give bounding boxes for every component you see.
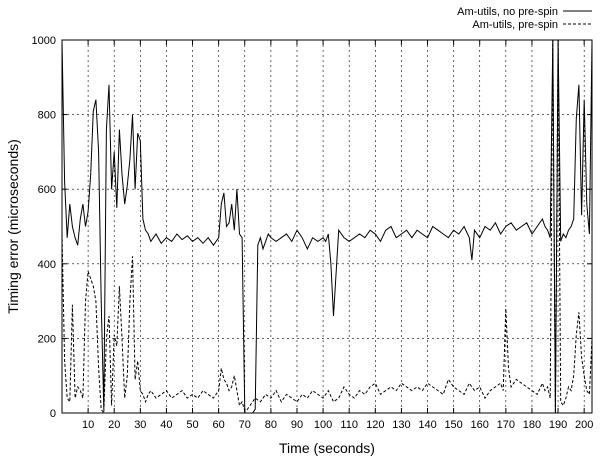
x-tick-label: 150 <box>444 419 462 431</box>
x-tick-label: 190 <box>549 419 567 431</box>
x-tick-label: 140 <box>418 419 436 431</box>
x-tick-label: 50 <box>186 419 198 431</box>
legend-label-no-pre-spin: Am-utils, no pre-spin <box>457 6 558 18</box>
x-tick-label: 70 <box>239 419 251 431</box>
x-tick-label: 110 <box>340 419 358 431</box>
y-tick-label: 0 <box>50 408 56 420</box>
plot-area-frame <box>61 39 593 414</box>
y-tick-label: 800 <box>38 110 56 122</box>
x-tick-label: 20 <box>108 419 120 431</box>
x-tick-label: 120 <box>366 419 384 431</box>
y-tick-label: 400 <box>38 259 56 271</box>
x-axis-label: Time (seconds) <box>279 440 375 456</box>
x-tick-label: 160 <box>471 419 489 431</box>
grid-lines <box>62 40 592 413</box>
x-tick-label: 200 <box>575 419 593 431</box>
x-tick-label: 130 <box>392 419 410 431</box>
x-tick-label: 170 <box>497 419 515 431</box>
x-tick-label: 100 <box>314 419 332 431</box>
x-tick-label: 80 <box>265 419 277 431</box>
x-tick-label: 40 <box>160 419 172 431</box>
legend: Am-utils, no pre-spin Am-utils, pre-spin <box>457 6 592 31</box>
y-tick-label: 1000 <box>32 35 56 47</box>
x-tick-label: 180 <box>523 419 541 431</box>
x-tick-label: 30 <box>134 419 146 431</box>
x-tick-label: 90 <box>291 419 303 431</box>
series-line-pre-spin <box>62 40 592 413</box>
axis-ticks: 10 20 30 40 50 60 70 80 90 100 110 120 130 140 150 160 1… <box>32 35 594 431</box>
series-lines <box>62 40 592 413</box>
series-line-no-pre-spin <box>62 40 592 413</box>
y-tick-label: 200 <box>38 333 56 345</box>
legend-label-pre-spin: Am-utils, pre-spin <box>472 19 558 31</box>
x-tick-label: 60 <box>213 419 225 431</box>
y-axis-label: Timing error (microseconds) <box>5 139 21 314</box>
y-tick-label: 600 <box>38 184 56 196</box>
x-tick-label: 10 <box>82 419 94 431</box>
